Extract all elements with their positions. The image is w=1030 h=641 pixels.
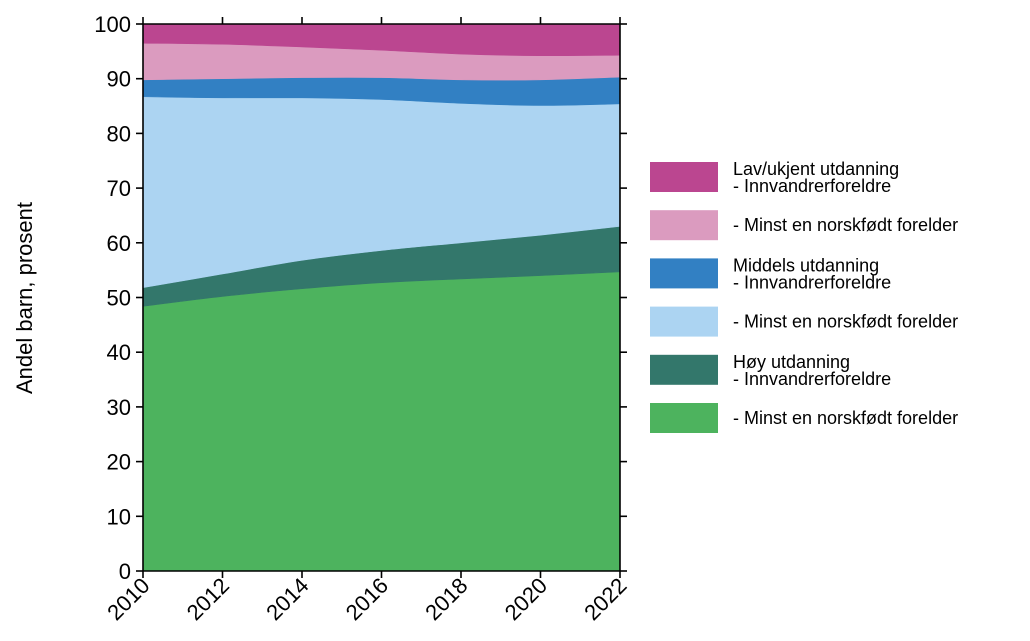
y-tick-label: 90 [107,67,131,92]
legend-swatch [650,258,718,289]
y-tick-label: 10 [107,504,131,529]
legend-label: - Innvandrerforeldre [733,272,891,292]
x-tick-label: 2022 [579,573,631,625]
x-tick-label: 2014 [261,573,313,625]
legend-label: - Innvandrerforeldre [733,369,891,389]
legend-group-label: Lav/ukjent utdanning [733,159,899,179]
legend-label: - Minst en norskfødt forelder [733,215,958,235]
x-tick-label: 2020 [500,573,552,625]
legend-label: - Minst en norskfødt forelder [733,408,958,428]
legend-group-label: Høy utdanning [733,352,850,372]
legend-group-label: Middels utdanning [733,255,879,275]
y-tick-label: 30 [107,395,131,420]
x-tick-label: 2012 [182,573,234,625]
x-tick-label: 2018 [420,573,472,625]
y-tick-label: 60 [107,231,131,256]
legend-swatch [650,210,718,241]
legend-swatch [650,162,718,192]
y-tick-label: 70 [107,176,131,201]
legend-label: - Minst en norskfødt forelder [733,312,958,332]
y-tick-label: 50 [107,286,131,311]
y-tick-label: 100 [94,12,131,37]
legend-swatch [650,306,718,337]
legend: Lav/ukjent utdanning- Innvandrerforeldre… [650,159,958,433]
area-layers [142,23,621,572]
legend-swatch [650,354,718,385]
y-tick-label: 0 [119,559,131,584]
y-axis-title: Andel barn, prosent [12,202,37,394]
x-tick-label: 2016 [341,573,393,625]
y-tick-label: 40 [107,340,131,365]
y-tick-label: 80 [107,121,131,146]
area-series-0 [142,271,621,572]
y-tick-label: 20 [107,450,131,475]
legend-swatch [650,403,718,433]
legend-label: - Innvandrerforeldre [733,176,891,196]
x-tick-label: 2010 [102,573,154,625]
